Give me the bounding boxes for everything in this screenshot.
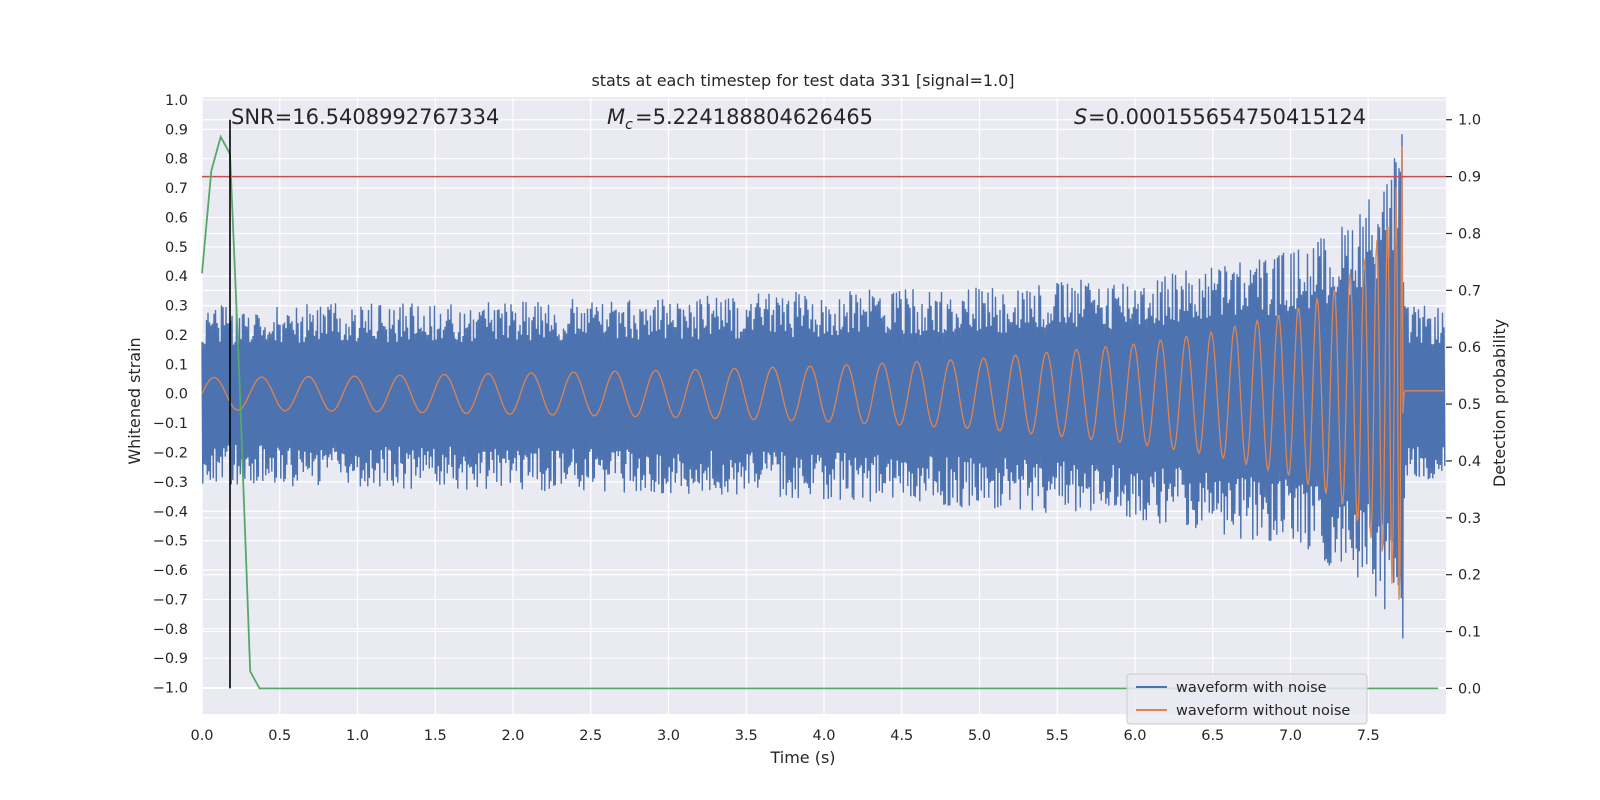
y2-tick-label: 0.0 <box>1458 681 1481 697</box>
x-tick-label: 3.5 <box>735 728 758 744</box>
y-tick-label: −0.6 <box>153 563 188 579</box>
y2-axis-label: Detection probability <box>1490 319 1509 487</box>
series-detection-probability <box>201 134 1439 690</box>
y-tick-label: −0.1 <box>153 416 188 432</box>
s-symbol: S <box>1074 105 1087 129</box>
x-tick-label: 1.5 <box>424 728 447 744</box>
y-tick-label: −0.2 <box>153 446 188 462</box>
series-waveform-with-noise <box>201 133 1446 639</box>
y2-tick-label: 0.9 <box>1458 170 1481 186</box>
x-tick-label: 4.0 <box>812 728 835 744</box>
y-tick-label: −0.9 <box>153 651 188 667</box>
y-tick-label: −0.4 <box>153 504 188 520</box>
y2-tick-label: 0.2 <box>1458 568 1481 584</box>
y2-tick-label: 0.6 <box>1458 340 1481 356</box>
y2-tick-label: 0.4 <box>1458 454 1481 470</box>
y2-tick-label: 0.8 <box>1458 226 1481 242</box>
y-tick-label: 0.0 <box>165 387 188 403</box>
y2-tick-label: 1.0 <box>1458 113 1481 129</box>
series-waveform-without-noise <box>201 146 1444 600</box>
y2-tick-label: 0.7 <box>1458 283 1481 299</box>
x-tick-label: 1.0 <box>346 728 369 744</box>
x-tick-label: 6.0 <box>1123 728 1146 744</box>
y-tick-label: −0.3 <box>153 475 188 491</box>
legend: waveform with noise waveform without noi… <box>1126 673 1368 725</box>
y-axis-label: Whitened strain <box>125 337 144 464</box>
s-annotation: S =0.000155654750415124 <box>1074 105 1366 129</box>
x-axis-label: Time (s) <box>769 748 835 767</box>
chart-title: stats at each timestep for test data 331… <box>591 71 1014 90</box>
y-tick-label: 0.3 <box>165 299 188 315</box>
y-tick-label: 1.0 <box>165 93 188 109</box>
y-tick-label: 0.2 <box>165 328 188 344</box>
y2-tick-label: 0.1 <box>1458 625 1481 641</box>
y2-tick-label: 0.3 <box>1458 511 1481 527</box>
y-tick-label: −1.0 <box>153 681 188 697</box>
legend-label-clean: waveform without noise <box>1176 703 1350 719</box>
x-tick-label: 6.5 <box>1201 728 1224 744</box>
mc-value: =5.224188804626465 <box>635 105 873 129</box>
s-value: =0.000155654750415124 <box>1088 105 1366 129</box>
x-tick-label: 5.0 <box>968 728 991 744</box>
x-tick-label: 5.5 <box>1046 728 1069 744</box>
x-tick-label: 7.0 <box>1279 728 1302 744</box>
x-tick-label: 2.5 <box>579 728 602 744</box>
y2-tick-label: 0.5 <box>1458 397 1481 413</box>
mc-annotation: Mc =5.224188804626465 <box>607 105 873 133</box>
y-tick-label: 0.7 <box>165 181 188 197</box>
y-tick-label: 0.5 <box>165 240 188 256</box>
x-tick-label: 4.5 <box>890 728 913 744</box>
x-tick-label: 7.5 <box>1357 728 1380 744</box>
x-tick-label: 3.0 <box>657 728 680 744</box>
y-tick-label: 0.9 <box>165 122 188 138</box>
y-tick-label: 0.4 <box>165 269 188 285</box>
y-tick-label: 0.6 <box>165 210 188 226</box>
y-tick-label: −0.7 <box>153 592 188 608</box>
y-tick-label: −0.5 <box>153 534 188 550</box>
y-tick-label: 0.1 <box>165 357 188 373</box>
legend-box <box>1126 673 1368 725</box>
y-tick-label: 0.8 <box>165 152 188 168</box>
snr-annotation: SNR=16.5408992767334 <box>231 105 499 129</box>
x-tick-label: 0.0 <box>190 728 213 744</box>
x-tick-label: 0.5 <box>268 728 291 744</box>
y-tick-label: −0.8 <box>153 622 188 638</box>
x-tick-label: 2.0 <box>501 728 524 744</box>
legend-label-noise: waveform with noise <box>1176 680 1327 696</box>
